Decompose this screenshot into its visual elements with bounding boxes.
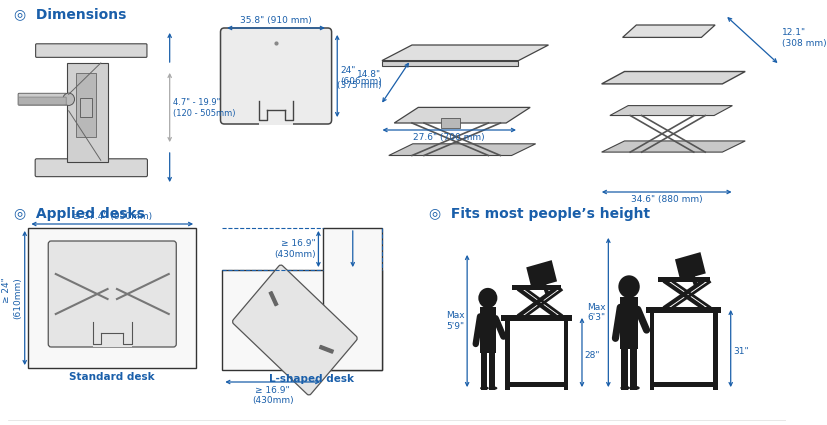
Text: 34.6" (880 mm): 34.6" (880 mm) — [631, 195, 702, 204]
Bar — [489, 353, 495, 390]
Ellipse shape — [630, 386, 640, 390]
Text: ≥ 24"
(610mm): ≥ 24" (610mm) — [2, 277, 22, 319]
Bar — [657, 277, 710, 282]
Bar — [441, 118, 460, 128]
Bar — [646, 307, 721, 313]
Text: Max
6'3": Max 6'3" — [587, 303, 605, 322]
FancyBboxPatch shape — [48, 241, 176, 347]
Bar — [323, 228, 382, 370]
Text: Max
5'9": Max 5'9" — [446, 311, 464, 331]
Text: 31": 31" — [734, 346, 749, 355]
Text: ≥ 37.4" (950mm): ≥ 37.4" (950mm) — [73, 212, 152, 221]
FancyBboxPatch shape — [36, 44, 147, 57]
Text: Standard desk: Standard desk — [69, 372, 155, 382]
Bar — [501, 315, 572, 321]
Polygon shape — [382, 61, 519, 66]
Bar — [67, 63, 108, 162]
Bar — [222, 270, 382, 370]
FancyBboxPatch shape — [221, 28, 332, 124]
Bar — [713, 312, 718, 390]
Bar — [80, 98, 92, 117]
Ellipse shape — [489, 386, 497, 390]
Polygon shape — [675, 252, 705, 280]
Bar — [505, 382, 568, 387]
Text: ◎  Fits most people’s height: ◎ Fits most people’s height — [429, 207, 651, 221]
Bar — [620, 297, 638, 348]
Bar — [564, 320, 568, 390]
Polygon shape — [609, 105, 733, 116]
Text: ◎  Dimensions: ◎ Dimensions — [14, 7, 127, 21]
Bar — [650, 382, 718, 387]
Circle shape — [478, 288, 497, 308]
Polygon shape — [394, 108, 530, 123]
Bar — [630, 348, 637, 390]
Text: 28": 28" — [585, 351, 600, 360]
Polygon shape — [623, 25, 715, 37]
Text: 14.8"
(375 mm): 14.8" (375 mm) — [337, 70, 381, 90]
Text: L-shaped desk: L-shaped desk — [270, 374, 354, 384]
Bar — [260, 101, 293, 125]
Bar — [93, 322, 131, 347]
Text: 35.8" (910 mm): 35.8" (910 mm) — [240, 16, 312, 25]
FancyBboxPatch shape — [18, 97, 66, 105]
Bar — [28, 228, 196, 368]
Polygon shape — [389, 144, 536, 156]
FancyArrow shape — [319, 346, 333, 353]
Bar — [512, 285, 562, 290]
Text: ≥ 16.9"
(430mm): ≥ 16.9" (430mm) — [274, 239, 316, 259]
Bar — [621, 348, 628, 390]
Polygon shape — [382, 45, 548, 61]
Text: 24"
(606mm): 24" (606mm) — [340, 66, 382, 86]
Polygon shape — [601, 71, 745, 84]
Polygon shape — [601, 141, 745, 152]
Bar — [505, 320, 510, 390]
Text: 4.7" - 19.9"
(120 - 505mm): 4.7" - 19.9" (120 - 505mm) — [174, 98, 236, 118]
FancyArrow shape — [270, 292, 278, 306]
FancyBboxPatch shape — [232, 265, 357, 395]
Text: 12.1"
(308 mm): 12.1" (308 mm) — [782, 28, 826, 48]
Ellipse shape — [620, 386, 630, 390]
FancyBboxPatch shape — [36, 159, 147, 177]
Circle shape — [619, 275, 640, 298]
Polygon shape — [526, 260, 557, 289]
Bar — [480, 307, 495, 353]
Text: 27.6" (700 mm): 27.6" (700 mm) — [414, 133, 485, 142]
Bar — [650, 312, 654, 390]
Circle shape — [63, 93, 74, 105]
Text: ◎  Applied desks: ◎ Applied desks — [14, 207, 146, 221]
FancyBboxPatch shape — [18, 94, 67, 105]
Ellipse shape — [480, 386, 489, 390]
Text: ≥ 16.9"
(430mm): ≥ 16.9" (430mm) — [252, 386, 294, 405]
Bar — [481, 353, 487, 390]
Bar — [76, 73, 97, 137]
